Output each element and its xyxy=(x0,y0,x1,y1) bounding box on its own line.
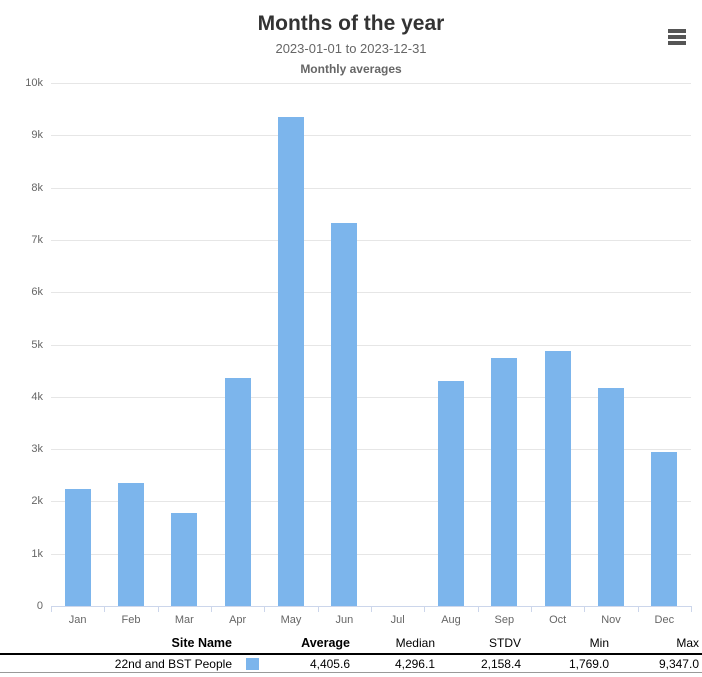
hamburger-menu-icon[interactable] xyxy=(668,27,690,47)
x-axis-tick xyxy=(104,606,106,612)
x-axis-label-sep: Sep xyxy=(494,614,515,626)
x-axis-label-nov: Nov xyxy=(601,614,621,626)
series-color-swatch xyxy=(246,658,259,670)
bar-dec[interactable] xyxy=(651,452,678,606)
x-axis-label-jun: Jun xyxy=(335,614,354,626)
col-header-min: Min xyxy=(589,636,609,650)
x-axis-label-aug: Aug xyxy=(441,614,461,626)
bar-nov[interactable] xyxy=(598,387,624,606)
x-axis-label-jan: Jan xyxy=(68,614,87,626)
monthly-averages-chart: Months of the year 2023-01-01 to 2023-12… xyxy=(25,12,692,626)
y-axis-label: 10k xyxy=(25,77,43,89)
x-axis-tick xyxy=(51,606,52,612)
table-header-divider xyxy=(0,653,702,655)
col-header-max: Max xyxy=(676,636,699,650)
bar-jan[interactable] xyxy=(64,489,91,606)
y-gridline xyxy=(51,501,691,503)
x-axis-tick xyxy=(477,606,479,612)
x-axis-label-jul: Jul xyxy=(390,614,405,626)
y-axis-label: 2k xyxy=(31,495,43,508)
summary-table: Site Name Average Median STDV Min Max 22… xyxy=(0,632,702,677)
y-gridline xyxy=(51,187,691,189)
x-axis-label-apr: Apr xyxy=(229,614,247,626)
y-gridline xyxy=(51,135,691,137)
chart-caption: Monthly averages xyxy=(300,62,402,76)
y-axis-label: 7k xyxy=(31,233,43,246)
y-axis-label: 8k xyxy=(31,181,43,194)
y-axis-label: 9k xyxy=(31,129,43,142)
x-axis-tick xyxy=(584,606,586,612)
y-axis-label: 0 xyxy=(36,600,43,612)
x-axis-label-oct: Oct xyxy=(549,614,567,626)
y-gridline xyxy=(51,239,691,241)
y-axis-label: 3k xyxy=(31,443,43,456)
bar-may[interactable] xyxy=(278,117,304,606)
bar-feb[interactable] xyxy=(118,482,144,606)
y-gridline xyxy=(51,83,691,84)
y-axis-label: 6k xyxy=(31,286,43,299)
y-axis-label: 5k xyxy=(31,338,43,351)
bar-sep[interactable] xyxy=(491,358,518,606)
table-bottom-border xyxy=(0,672,702,673)
cell-max: 9,347.0 xyxy=(658,657,699,671)
page-title: Months of the year xyxy=(257,12,445,35)
x-axis-tick xyxy=(371,606,372,612)
y-gridline xyxy=(51,292,691,294)
x-axis-tick xyxy=(531,606,532,612)
x-axis-tick xyxy=(424,606,426,612)
x-axis-label-may: May xyxy=(280,614,302,626)
x-axis-label-dec: Dec xyxy=(654,614,675,626)
cell-min: 1,769.0 xyxy=(568,657,609,671)
y-gridline xyxy=(51,553,691,555)
x-axis-tick xyxy=(264,606,266,612)
bar-jun[interactable] xyxy=(331,222,358,606)
bar-apr[interactable] xyxy=(224,378,251,606)
chart-subtitle-daterange: 2023-01-01 to 2023-12-31 xyxy=(275,41,427,56)
col-header-average: Average xyxy=(301,636,350,650)
bar-aug[interactable] xyxy=(438,381,464,606)
x-axis-tick xyxy=(637,606,639,612)
y-axis-label: 1k xyxy=(31,547,43,560)
bar-mar[interactable] xyxy=(171,513,198,606)
bar-oct[interactable] xyxy=(544,350,571,606)
col-header-stdv: STDV xyxy=(488,636,521,650)
y-axis-label: 4k xyxy=(31,390,43,403)
x-axis-tick xyxy=(317,606,319,612)
x-axis-tick xyxy=(157,606,159,612)
cell-average: 4,405.6 xyxy=(309,657,350,671)
y-gridline xyxy=(51,449,691,451)
y-gridline xyxy=(51,344,691,346)
x-axis-label-feb: Feb xyxy=(121,614,141,626)
col-header-median: Median xyxy=(395,636,435,650)
x-axis-label-mar: Mar xyxy=(174,614,194,626)
y-gridline xyxy=(51,396,691,398)
cell-stdv: 2,158.4 xyxy=(480,657,521,671)
cell-median: 4,296.1 xyxy=(394,657,435,671)
cell-site-name: 22nd and BST People xyxy=(114,657,232,671)
x-axis-tick xyxy=(211,606,212,612)
x-axis-tick xyxy=(691,606,692,612)
col-header-site-name: Site Name xyxy=(171,636,232,650)
